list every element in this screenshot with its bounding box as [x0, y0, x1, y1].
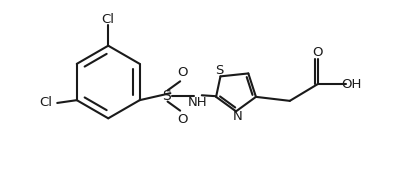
Text: O: O [177, 66, 188, 79]
Text: NH: NH [188, 96, 207, 109]
Text: O: O [177, 113, 188, 126]
Text: O: O [313, 46, 323, 59]
Text: N: N [232, 110, 242, 123]
Text: OH: OH [342, 78, 362, 91]
Text: Cl: Cl [102, 13, 115, 26]
Text: S: S [215, 64, 224, 77]
Text: S: S [162, 89, 171, 103]
Text: Cl: Cl [39, 96, 52, 109]
